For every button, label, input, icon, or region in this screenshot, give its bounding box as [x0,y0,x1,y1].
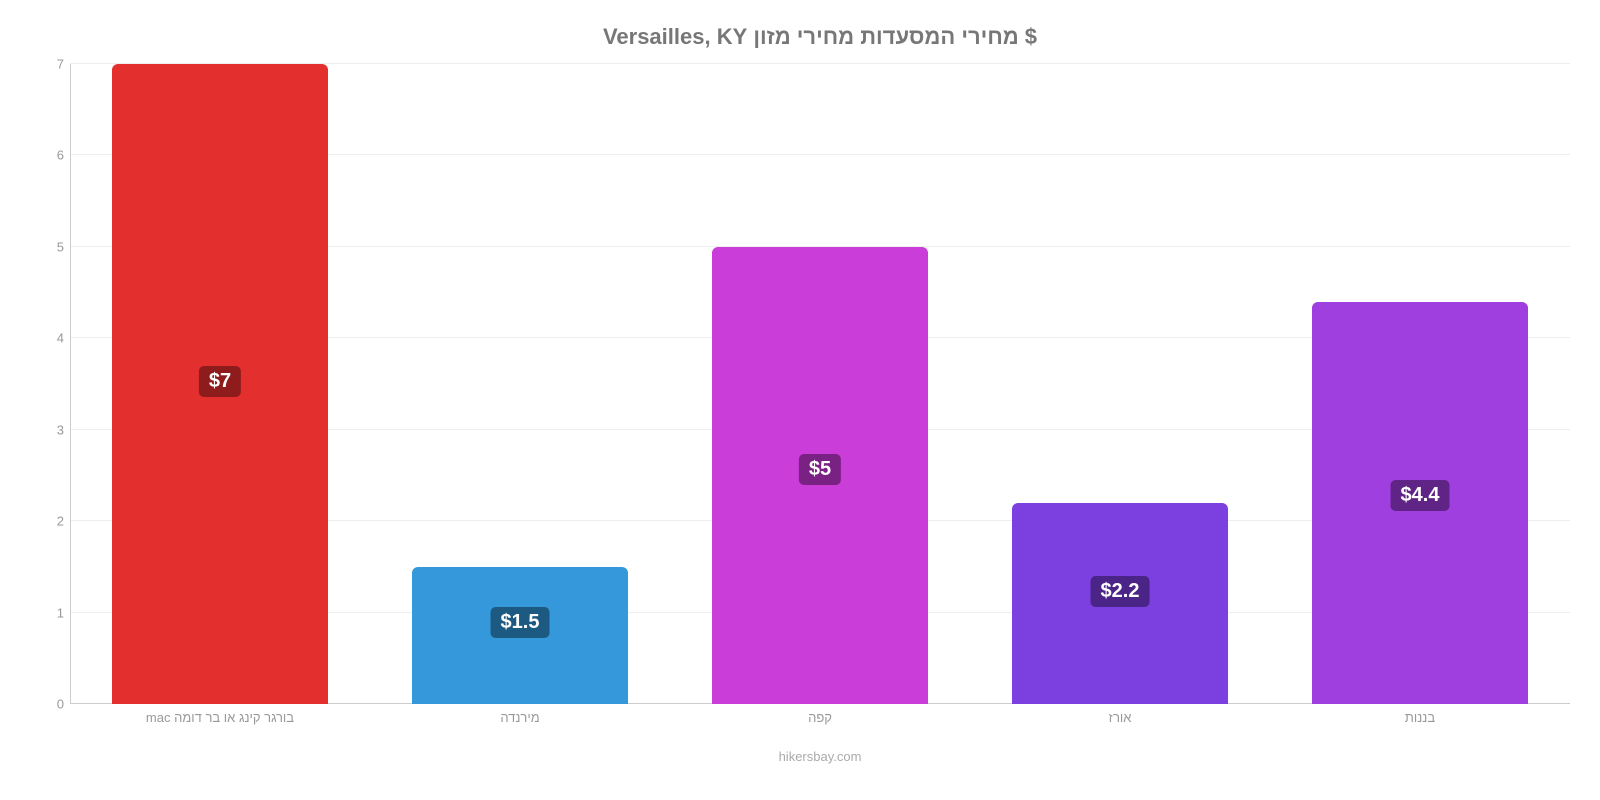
bar-value-label: $7 [199,366,241,397]
x-tick-label: בורגר קינג או בר דומה mac [70,710,370,725]
x-axis-labels: בורגר קינג או בר דומה macמירנדהקפהאורזבנ… [70,710,1570,725]
bar-slot: $5 [670,64,970,704]
y-tick-label: 3 [40,422,64,437]
bar-value-label: $2.2 [1091,576,1150,607]
y-tick-label: 4 [40,331,64,346]
y-tick-label: 5 [40,239,64,254]
y-tick-label: 1 [40,605,64,620]
y-tick-label: 2 [40,514,64,529]
bar-slot: $4.4 [1270,64,1570,704]
bar-slot: $7 [70,64,370,704]
bar-slot: $2.2 [970,64,1270,704]
price-chart: $ מחירי המסעדות מחירי מזון Versailles, K… [0,0,1600,800]
x-tick-label: בננות [1270,710,1570,725]
plot-area: 01234567 $7$1.5$5$2.2$4.4 [70,64,1570,704]
bar-slot: $1.5 [370,64,670,704]
y-tick-label: 7 [40,57,64,72]
bar-value-label: $5 [799,454,841,485]
y-tick-label: 6 [40,148,64,163]
chart-title: $ מחירי המסעדות מחירי מזון Versailles, K… [70,24,1570,50]
y-tick-label: 0 [40,697,64,712]
chart-caption: hikersbay.com [70,749,1570,764]
bar-value-label: $4.4 [1391,480,1450,511]
x-tick-label: קפה [670,710,970,725]
bar-value-label: $1.5 [491,607,550,638]
x-tick-label: מירנדה [370,710,670,725]
bars-container: $7 $1.5 $5 $2.2 $4.4 [70,64,1570,704]
x-tick-label: אורז [970,710,1270,725]
